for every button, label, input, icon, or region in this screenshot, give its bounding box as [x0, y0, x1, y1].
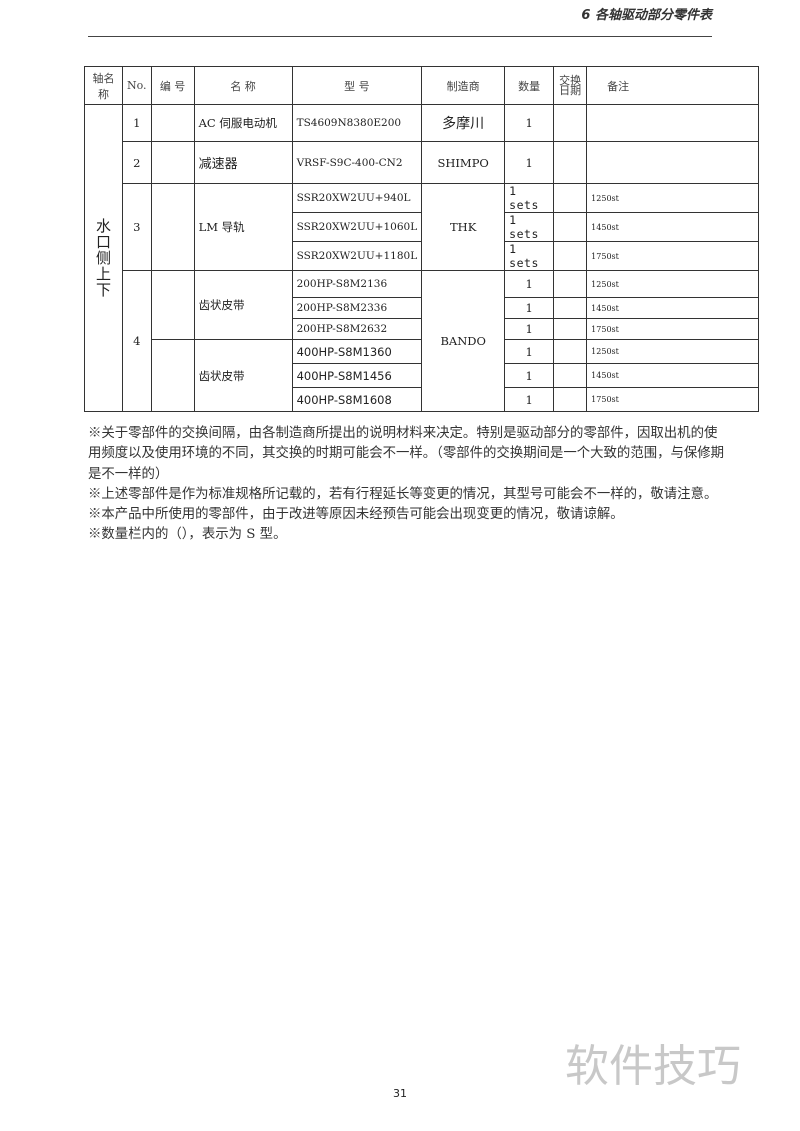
model-cell: SSR20XW2UU+1060L: [291, 212, 423, 242]
remark-cell: 1450st: [586, 212, 760, 242]
date-cell: [553, 141, 588, 184]
notes: ※关于零部件的交换间隔，由各制造商所提出的说明材料来决定。特别是驱动部分的零部件…: [88, 424, 728, 546]
table-row: 齿状皮带 400HP-S8M1360 1 1250st: [85, 339, 760, 412]
note: ※上述零部件是作为标准规格所记载的，若有行程延长等变更的情况，其型号可能会不一样…: [88, 486, 718, 502]
remark-cell: 1450st: [586, 297, 760, 319]
col-header: 数量: [504, 66, 555, 105]
qty-cell: 1: [504, 339, 555, 364]
parts-table: 轴名称 No. 编 号 名 称 型 号 制造商 数量 交换日期 备注 水口侧上下…: [84, 66, 760, 412]
code-cell: [150, 104, 195, 142]
maker-cell: BANDO: [421, 270, 506, 412]
code-cell: [150, 141, 195, 184]
remark-cell: [586, 104, 760, 142]
axis-name-cell: 水口侧上下: [84, 104, 123, 412]
code-cell: [150, 183, 195, 271]
qty-cell: 1: [504, 387, 555, 412]
remark-cell: 1450st: [586, 363, 760, 388]
remark-cell: 1750st: [586, 318, 760, 340]
table-row: 水口侧上下 1 AC 伺服电动机 TS4609N8380E200 多摩川 1: [84, 104, 760, 412]
table-row: 4 齿状皮带 200HP-S8M2136 BANDO 1 1250st: [85, 270, 760, 412]
date-cell: [553, 212, 588, 242]
no-cell: 3: [122, 183, 152, 271]
code-cell: [150, 270, 195, 340]
date-cell: [553, 318, 588, 340]
date-cell: [553, 339, 588, 364]
name-cell: AC 伺服电动机: [193, 104, 293, 142]
col-header: 备注: [586, 66, 760, 105]
maker-cell: SHIMPO: [421, 141, 506, 184]
remark-cell: 1250st: [586, 270, 760, 298]
header-divider: [88, 36, 712, 37]
section-title: 6 各轴驱动部分零件表: [581, 8, 712, 23]
remark-cell: 1250st: [586, 339, 760, 364]
model-cell: 200HP-S8M2136: [291, 270, 423, 298]
table-row: 2 减速器 VRSF-S9C-400-CN2 SHIMPO 1: [85, 141, 760, 184]
model-cell: VRSF-S9C-400-CN2: [291, 141, 423, 184]
note: ※数量栏内的（），表示为 S 型。: [88, 527, 287, 543]
remark-cell: [586, 141, 760, 184]
qty-cell: 1: [504, 141, 555, 184]
no-cell: 2: [122, 141, 152, 184]
model-cell: 400HP-S8M1360: [291, 339, 423, 364]
model-cell: SSR20XW2UU+1180L: [291, 241, 423, 271]
name-cell: 减速器: [193, 141, 293, 184]
col-header: 制造商: [421, 66, 506, 105]
no-cell: 1: [122, 104, 152, 142]
remark-cell: 1750st: [586, 387, 760, 412]
table-header-row: 轴名称 No. 编 号 名 称 型 号 制造商 数量 交换日期 备注: [84, 66, 760, 105]
date-cell: [553, 297, 588, 319]
model-cell: SSR20XW2UU+940L: [291, 183, 423, 213]
watermark: 软件技巧: [565, 1041, 741, 1092]
model-cell: 200HP-S8M2632: [291, 318, 423, 340]
name-cell: 齿状皮带: [193, 339, 293, 412]
note: ※关于零部件的交换间隔，由各制造商所提出的说明材料来决定。特别是驱动部分的零部件…: [88, 426, 725, 482]
page-number: 31: [393, 1087, 407, 1100]
table-row: 200HP-S8M2336 1 1450st: [85, 297, 760, 319]
note: ※本产品中所使用的零部件，由于改进等原因未经预告可能会出现变更的情况，敬请谅解。: [88, 507, 624, 523]
qty-cell: 1: [504, 363, 555, 388]
no-cell: 4: [122, 270, 152, 412]
date-cell: [553, 183, 588, 213]
date-cell: [553, 270, 588, 298]
model-cell: 200HP-S8M2336: [291, 297, 423, 319]
qty-cell: 1: [504, 297, 555, 319]
code-cell: [150, 339, 195, 412]
qty-cell: 1: [504, 270, 555, 298]
table-row: 400HP-S8M1608 1 1750st: [85, 387, 760, 412]
qty-cell: 1 sets: [504, 241, 555, 271]
table-row: 400HP-S8M1456 1 1450st: [85, 363, 760, 388]
col-header: 轴名称: [84, 66, 123, 105]
date-cell: [553, 387, 588, 412]
col-header: 型 号: [291, 66, 423, 105]
name-cell: 齿状皮带: [193, 270, 293, 340]
col-header: No.: [122, 66, 152, 105]
maker-cell: 多摩川: [421, 104, 506, 142]
date-cell: [553, 104, 588, 142]
model-cell: 400HP-S8M1608: [291, 387, 423, 412]
table-row: 200HP-S8M2632 1 1750st: [85, 318, 760, 340]
maker-cell: THK: [421, 183, 506, 271]
remark-cell: 1750st: [586, 241, 760, 271]
name-cell: LM 导轨: [193, 183, 293, 271]
date-cell: [553, 363, 588, 388]
qty-cell: 1 sets: [504, 183, 555, 213]
col-header: 交换日期: [553, 66, 588, 105]
qty-cell: 1 sets: [504, 212, 555, 242]
table-row: 3 LM 导轨 SSR20XW2UU+940L THK 1 sets 1250s…: [85, 183, 760, 271]
remark-cell: 1250st: [586, 183, 760, 213]
col-header: 编 号: [150, 66, 195, 105]
date-cell: [553, 241, 588, 271]
col-header: 名 称: [193, 66, 293, 105]
qty-cell: 1: [504, 318, 555, 340]
qty-cell: 1: [504, 104, 555, 142]
model-cell: 400HP-S8M1456: [291, 363, 423, 388]
model-cell: TS4609N8380E200: [291, 104, 423, 142]
